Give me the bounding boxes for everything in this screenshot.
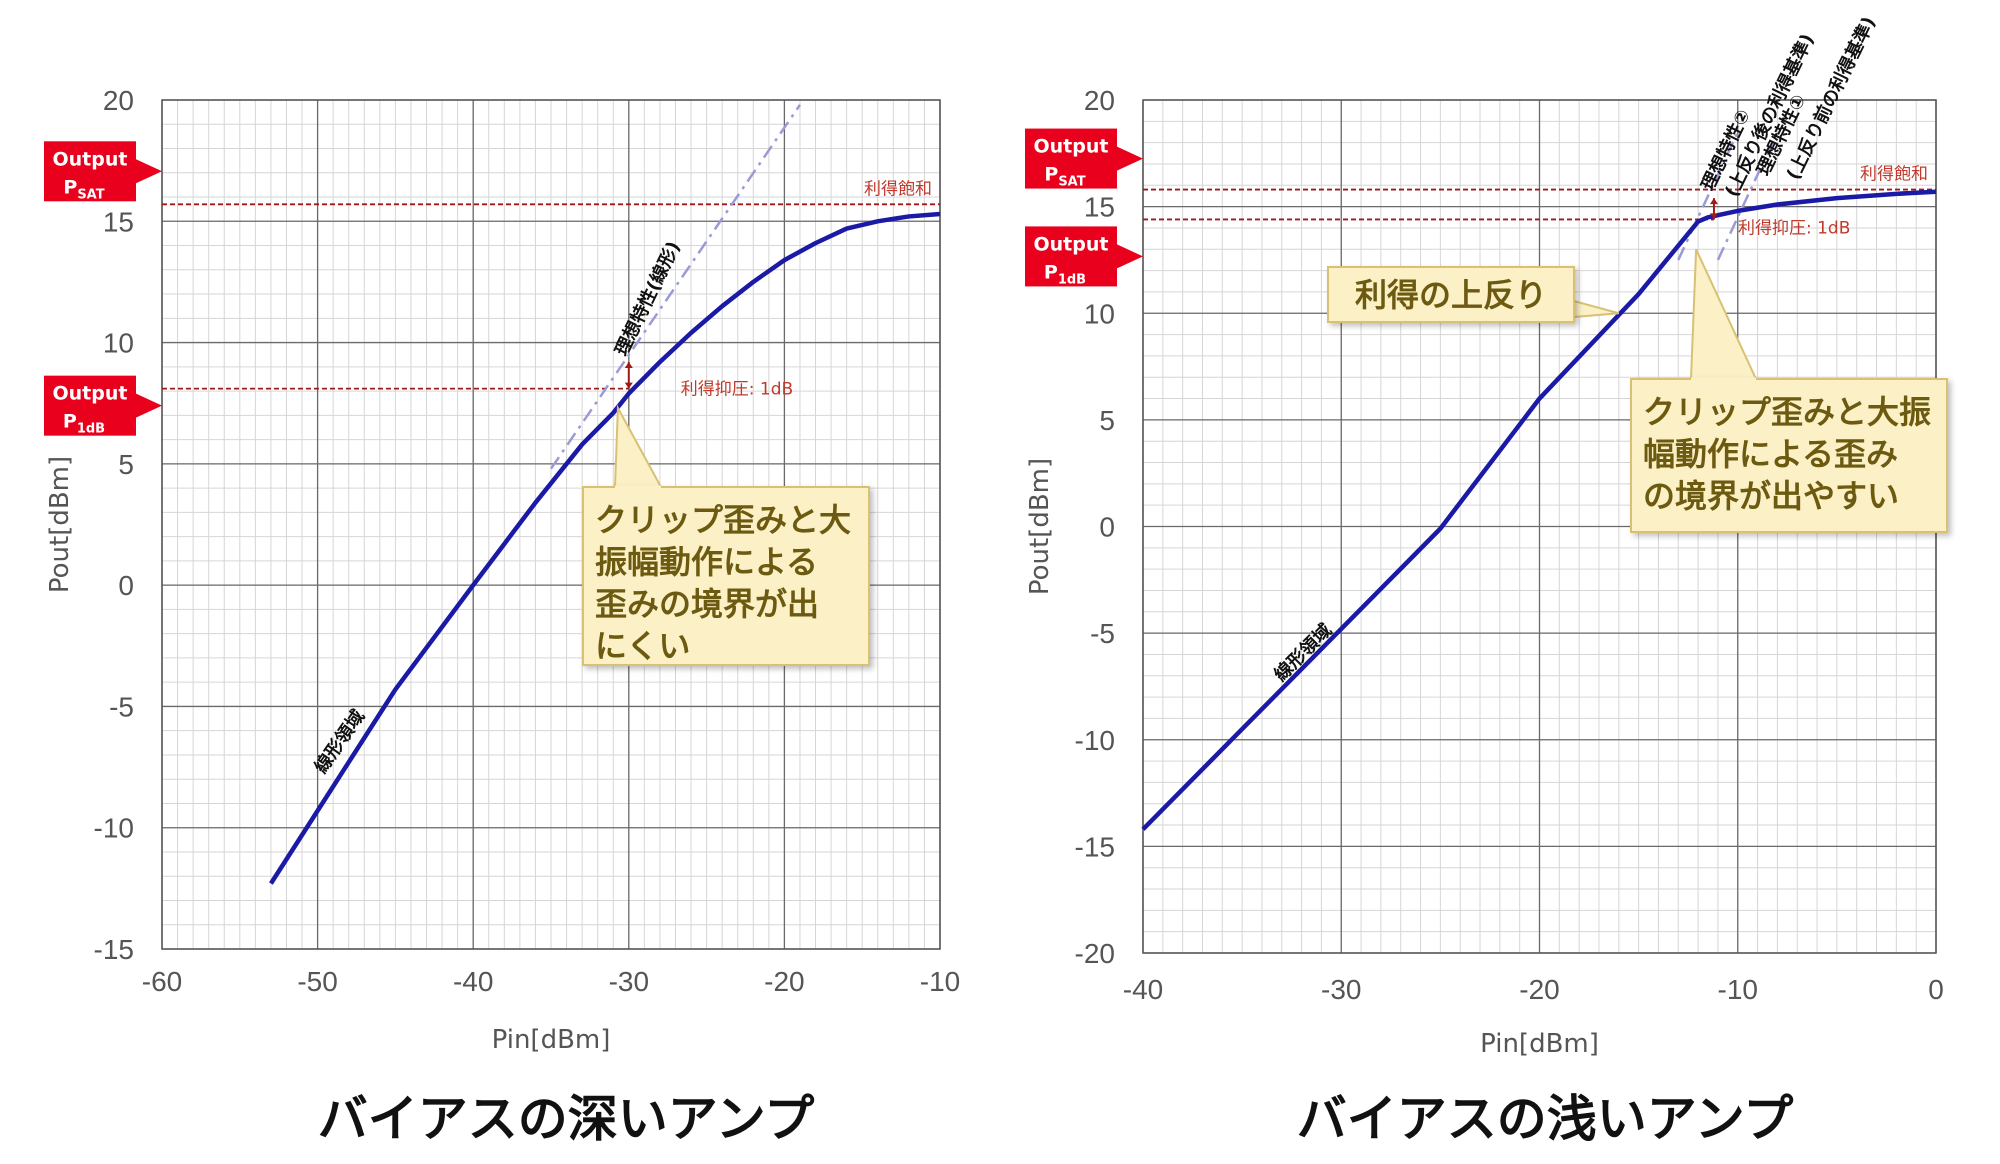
y-tick-label: 0: [1099, 512, 1115, 543]
tag-output-label: Output: [53, 148, 128, 170]
y-tick-label: 15: [103, 206, 134, 237]
p1db-tag-box: [1025, 226, 1117, 287]
distortion-callout-pointer: [1689, 248, 1758, 380]
x-tick-label: -40: [1123, 974, 1163, 1005]
x-tick-label: -20: [764, 966, 804, 997]
p1db-tag-pointer: [136, 393, 162, 418]
distortion-callout-line: 振幅動作による: [595, 543, 818, 581]
chart-2: -40 -30 -20 -10 0 -20 -15 -10 -5 0 5 10 15 20 Pin[dBm]…: [1025, 13, 1948, 1148]
ideal-line-label: 理想特性(線形): [610, 238, 684, 360]
x-axis-label: Pin[dBm]: [492, 1025, 611, 1055]
tag-output-label: Output: [1034, 233, 1109, 255]
pout-curve: [269, 211, 941, 885]
distortion-callout-line: クリップ歪みと大: [595, 501, 851, 539]
psat-tag: Output PSAT: [44, 141, 162, 202]
compression-label: 利得抑圧: 1dB: [1738, 218, 1850, 238]
distortion-callout-line: クリップ歪みと大振: [1643, 393, 1931, 431]
y-tick-label: 0: [118, 570, 134, 601]
x-tick-label: -60: [142, 966, 182, 997]
pout-curve: [1141, 189, 1937, 831]
tag-output-label: Output: [53, 383, 128, 405]
tag-p-label: PSAT: [1044, 164, 1085, 190]
p1db-tag: Output P1dB: [44, 375, 162, 437]
gain-rise-callout-pointer: [1573, 299, 1620, 319]
tag-p-label: PSAT: [63, 176, 104, 202]
compression-label: 利得抑圧: 1dB: [681, 380, 793, 400]
psat-tag-box: [1025, 128, 1117, 189]
x-tick-label: -30: [609, 966, 649, 997]
psat-tag-box: [44, 141, 136, 202]
saturation-label: 利得飽和: [1860, 165, 1928, 185]
gain-rise-callout-text: 利得の上反り: [1355, 276, 1547, 314]
chart-title: バイアスの浅いアンプ: [1297, 1090, 1794, 1148]
y-tick-label: -5: [1090, 618, 1115, 649]
distortion-callout-line: 幅動作による歪み: [1643, 435, 1898, 473]
y-tick-label: -10: [94, 813, 134, 844]
y-tick-label: 15: [1084, 192, 1115, 223]
ideal-characteristic-line: [1677, 131, 1739, 261]
x-tick-label: -50: [297, 966, 337, 997]
y-tick-label: 20: [1084, 85, 1115, 116]
y-tick-label: -15: [1075, 831, 1115, 862]
psat-tag-pointer: [136, 159, 162, 184]
y-tick-label: 20: [103, 85, 134, 116]
saturation-label: 利得飽和: [864, 179, 932, 199]
y-tick-label: -10: [1075, 725, 1115, 756]
distortion-callout-line: 歪みの境界が出: [595, 585, 819, 623]
y-axis-label: Pout[dBm]: [1025, 458, 1055, 595]
x-tick-label: -40: [453, 966, 493, 997]
psat-tag: Output PSAT: [1025, 128, 1143, 190]
distortion-callout-box: [1630, 378, 1948, 533]
y-axis-label: Pout[dBm]: [45, 456, 75, 593]
chart-title: バイアスの深いアンプ: [318, 1090, 815, 1148]
y-tick-label: 5: [1099, 405, 1115, 436]
ideal-characteristic-line: [1716, 131, 1779, 261]
distortion-callout-box: [582, 486, 870, 666]
plot-frame: [161, 99, 941, 950]
y-tick-label: 10: [103, 328, 134, 359]
x-tick-label: -30: [1321, 974, 1361, 1005]
distortion-callout-pointer: [613, 404, 663, 488]
distortion-callout-line: にくい: [595, 627, 690, 665]
y-tick-label: 10: [1084, 298, 1115, 329]
x-tick-label: -10: [920, 966, 960, 997]
p1db-tag-box: [44, 375, 136, 436]
y-tick-label: -15: [94, 934, 134, 965]
x-tick-label: 0: [1928, 974, 1944, 1005]
p1db-tag-pointer: [1117, 244, 1143, 269]
tag-output-label: Output: [1034, 136, 1109, 158]
x-axis-label: Pin[dBm]: [1480, 1029, 1599, 1059]
distortion-callout-line: の境界が出やすい: [1643, 477, 1899, 515]
compression-arrow-head: [624, 382, 633, 389]
chart-1: -60 -50 -40 -30 -20 -10-15-10-505101520Pin[dB…: [44, 85, 960, 1148]
x-tick-label: -10: [1718, 974, 1758, 1005]
compression-arrow-head: [1709, 198, 1718, 205]
tag-p-label: P1dB: [63, 411, 105, 437]
x-tick-label: -20: [1519, 974, 1559, 1005]
gain-rise-callout: 利得の上反り: [1327, 266, 1620, 323]
y-tick-label: -5: [109, 691, 134, 722]
gain-rise-callout-box: [1327, 266, 1575, 323]
psat-tag-pointer: [1117, 146, 1143, 171]
compression-arrow-head: [624, 361, 633, 368]
p1db-tag: Output P1dB: [1025, 226, 1143, 287]
y-tick-label: 5: [118, 449, 134, 480]
compression-arrow-head: [1709, 213, 1718, 220]
tag-p-label: P1dB: [1044, 261, 1086, 287]
y-tick-label: -20: [1075, 938, 1115, 969]
